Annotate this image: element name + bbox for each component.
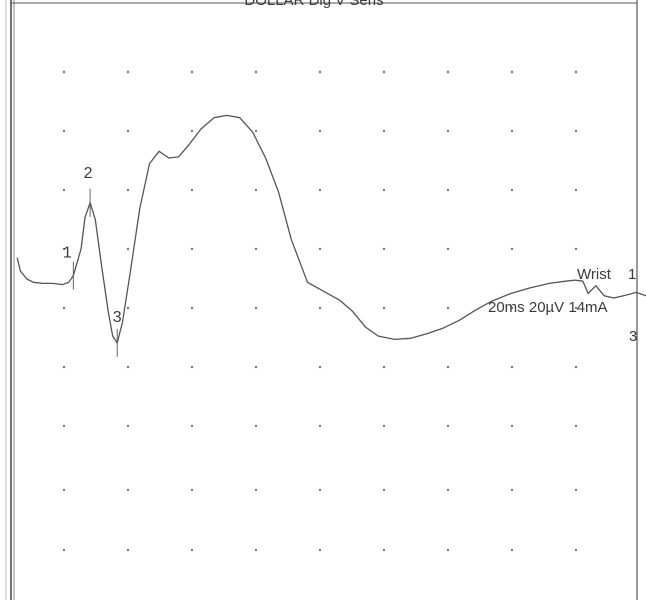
grid-dot [574, 548, 578, 552]
grid-dot [382, 548, 386, 552]
grid-dot [318, 365, 322, 369]
grid-dot [510, 548, 514, 552]
grid-dot [190, 188, 194, 192]
grid-dot [126, 70, 130, 74]
grid-dot [446, 129, 450, 133]
grid-dot [382, 365, 386, 369]
grid-dot [126, 488, 130, 492]
grid-dot [318, 306, 322, 310]
grid-dot [510, 70, 514, 74]
grid-dot [446, 548, 450, 552]
grid-dot [190, 306, 194, 310]
grid-dot [190, 488, 194, 492]
grid-dot [126, 424, 130, 428]
grid-dot [446, 247, 450, 251]
grid-dot [318, 424, 322, 428]
grid-dot [62, 548, 66, 552]
grid-dot [382, 488, 386, 492]
grid-dot [254, 424, 258, 428]
grid-dot [510, 306, 514, 310]
grid-dot [574, 306, 578, 310]
grid-dot [318, 488, 322, 492]
grid-dot [382, 424, 386, 428]
grid-dot [254, 188, 258, 192]
grid-dot [574, 247, 578, 251]
trace-site-label: Wrist [577, 266, 612, 283]
trace-channel-label: 3 [629, 328, 637, 345]
grid-dot [126, 247, 130, 251]
grid-dot [62, 70, 66, 74]
grid-dot [190, 247, 194, 251]
grid-dot [446, 188, 450, 192]
grid-dot [62, 247, 66, 251]
grid-dot [62, 129, 66, 133]
grid-dot [382, 188, 386, 192]
grid-dot [382, 306, 386, 310]
grid-dot [446, 365, 450, 369]
series-line [16, 114, 646, 344]
grid-dot [510, 129, 514, 133]
trace-settings-label: 20ms 20µV 14mA [488, 299, 608, 316]
markers: 1 2 3 [63, 165, 122, 357]
marker-2-label: 2 [84, 165, 93, 182]
grid-dot [574, 488, 578, 492]
grid-dot [62, 188, 66, 192]
grid-dot [190, 424, 194, 428]
trace-index-label: 1 [628, 266, 636, 283]
grid-dot [62, 424, 66, 428]
grid-dot [62, 365, 66, 369]
grid-dot [318, 548, 322, 552]
grid-dot [318, 70, 322, 74]
grid-dot [254, 70, 258, 74]
grid-dot [190, 365, 194, 369]
grid-dot [574, 424, 578, 428]
grid-dot [318, 188, 322, 192]
grid-dot [126, 188, 130, 192]
grid-dot [254, 247, 258, 251]
grid-dot [510, 424, 514, 428]
grid-dot [254, 488, 258, 492]
grid-dot [318, 129, 322, 133]
grid-dot [126, 306, 130, 310]
grid-dots [62, 70, 578, 552]
grid-dot [62, 488, 66, 492]
grid-dot [126, 129, 130, 133]
grid-dot [510, 247, 514, 251]
grid-dot [318, 247, 322, 251]
grid-dot [446, 424, 450, 428]
grid-dot [446, 488, 450, 492]
grid-dot [190, 129, 194, 133]
marker-1-label: 1 [63, 245, 72, 262]
grid-dot [446, 70, 450, 74]
grid-dot [574, 188, 578, 192]
grid-dot [254, 306, 258, 310]
grid-dot [382, 129, 386, 133]
grid-dot [126, 548, 130, 552]
grid-dot [574, 70, 578, 74]
grid-dot [190, 70, 194, 74]
grid-dot [254, 548, 258, 552]
grid-dot [190, 548, 194, 552]
grid-dot [382, 70, 386, 74]
grid-dot [254, 365, 258, 369]
grid-dot [510, 188, 514, 192]
grid-dot [446, 306, 450, 310]
chart-title: DOLLAR Dig V Sens [244, 0, 383, 9]
grid-dot [574, 365, 578, 369]
grid-dot [382, 247, 386, 251]
grid-dot [510, 365, 514, 369]
grid-dot [574, 129, 578, 133]
marker-3-label: 3 [113, 309, 122, 326]
grid-dot [510, 488, 514, 492]
grid-dot [254, 129, 258, 133]
grid-dot [126, 365, 130, 369]
grid-dot [62, 306, 66, 310]
